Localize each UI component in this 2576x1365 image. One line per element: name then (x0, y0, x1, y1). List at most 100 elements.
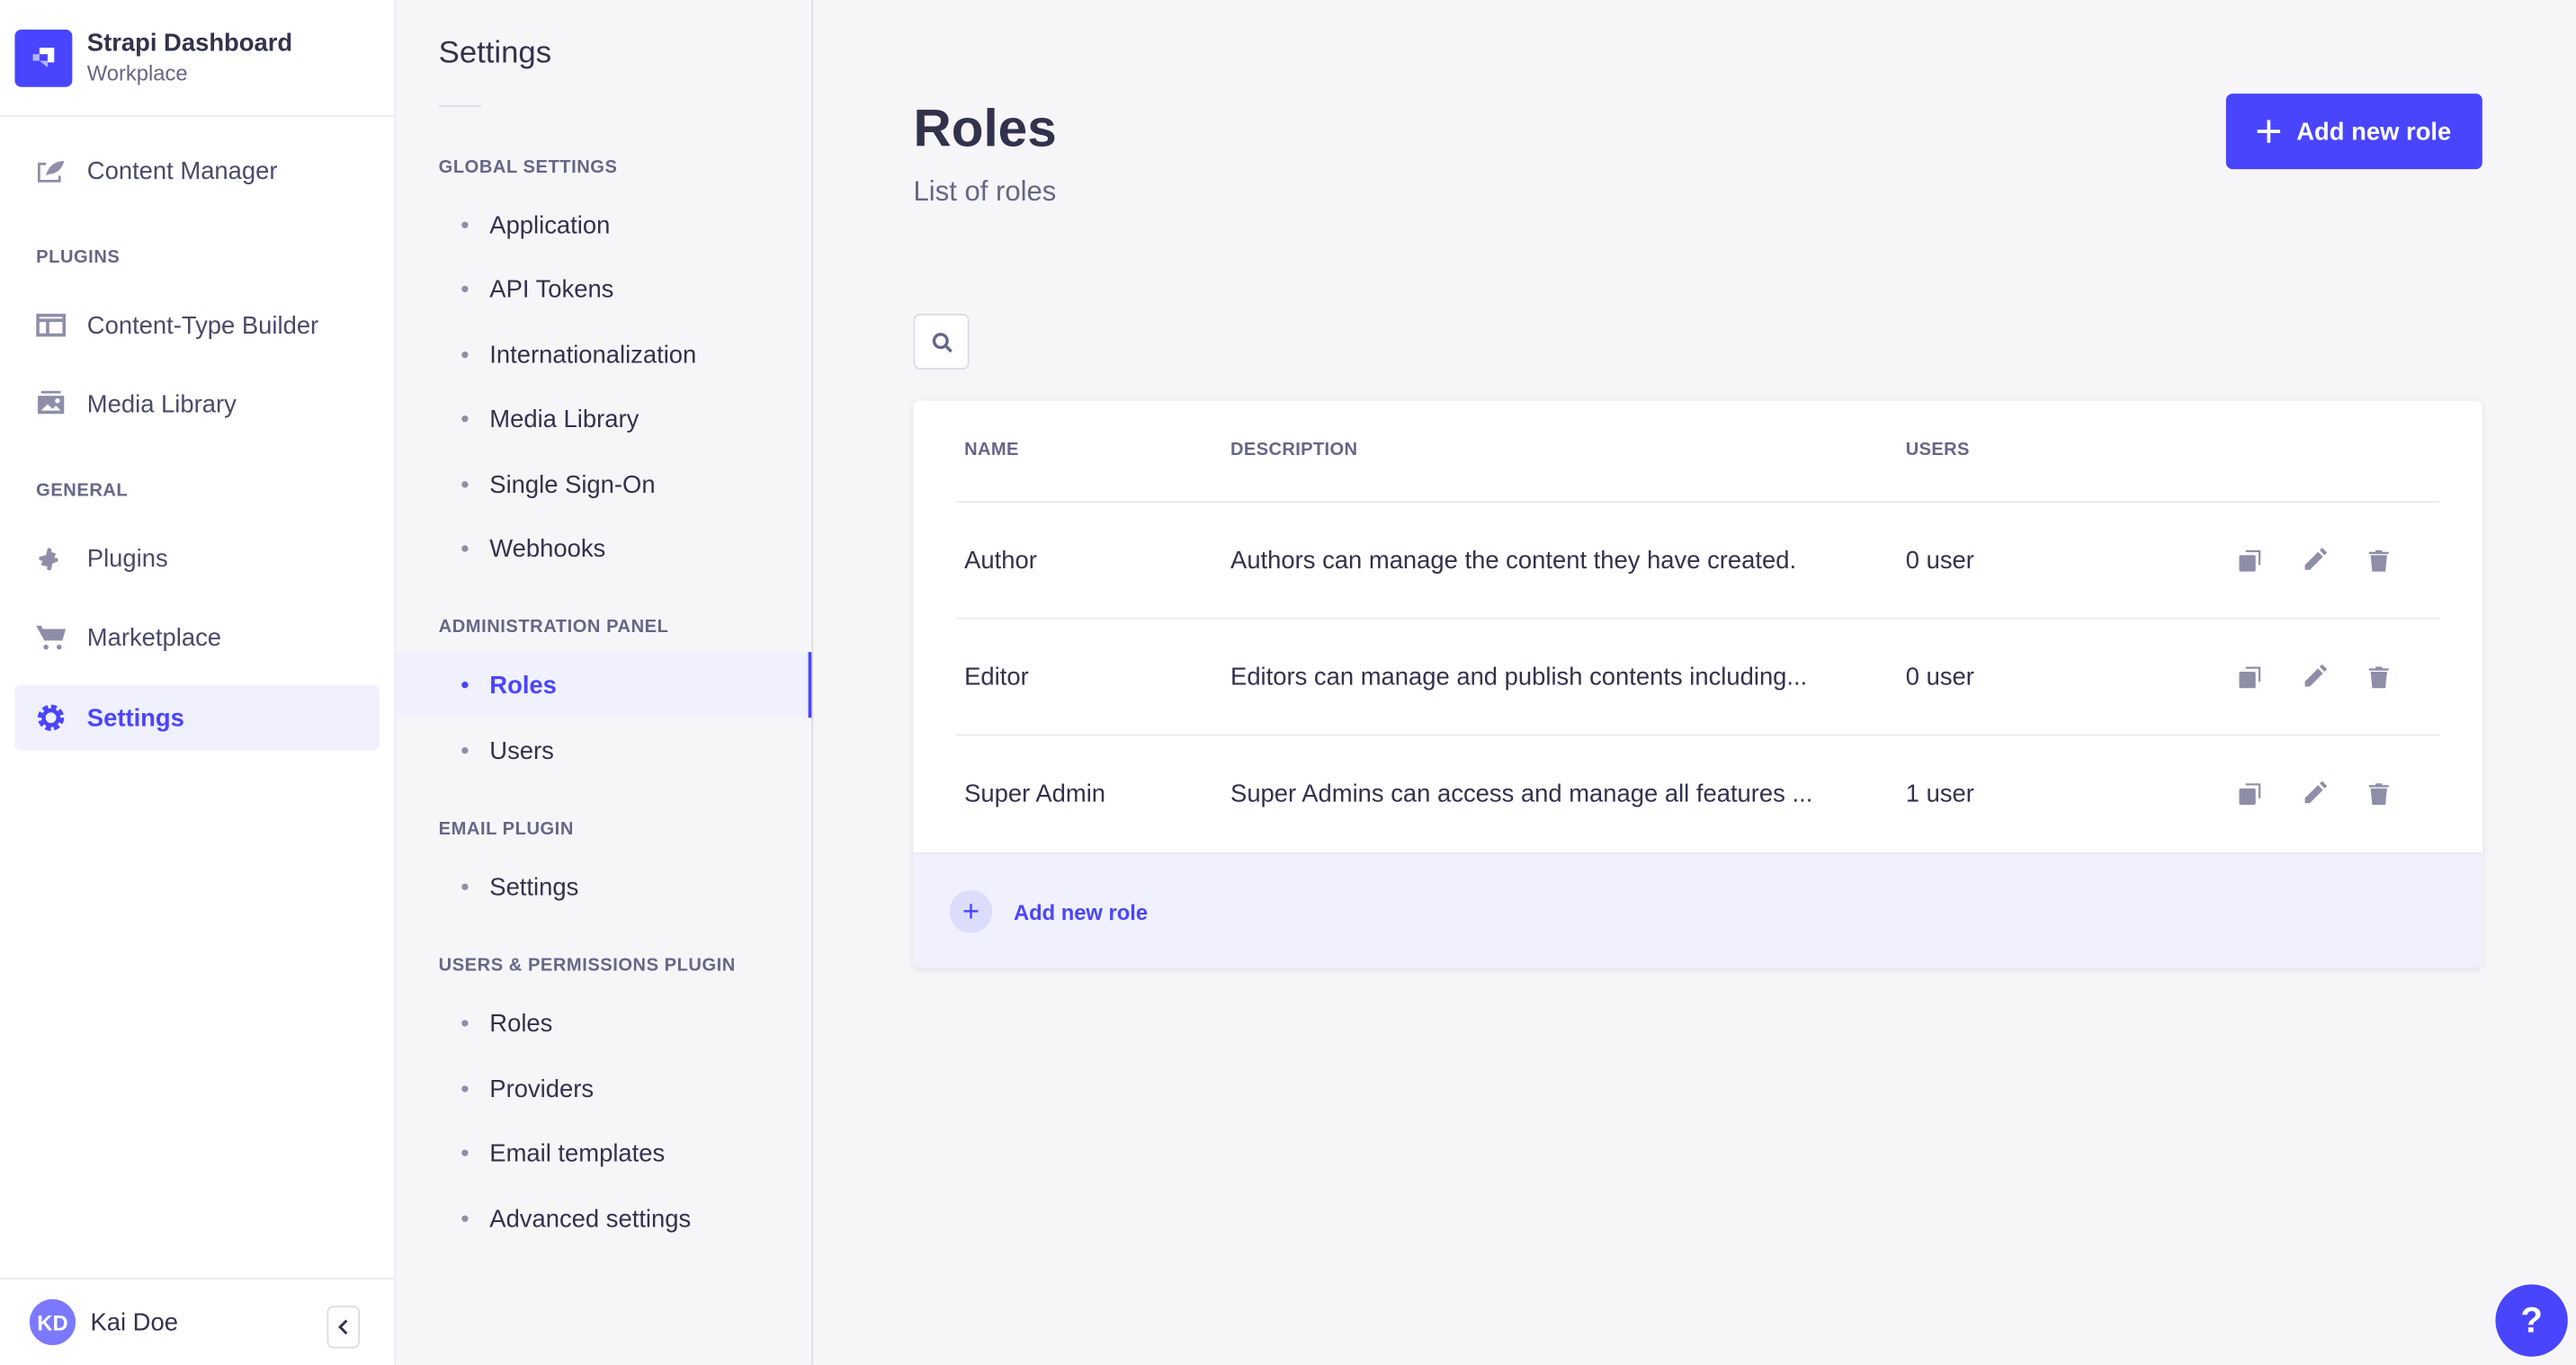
settings-item-users[interactable]: Users (396, 718, 811, 783)
nav-section-general: GENERAL (36, 481, 129, 502)
role-name: Author (964, 547, 1037, 575)
settings-item-email-templates[interactable]: Email templates (396, 1120, 811, 1186)
role-description: Authors can manage the content they have… (1230, 547, 1797, 575)
puzzle-icon (36, 544, 66, 574)
trash-icon[interactable] (2366, 547, 2392, 573)
button-label: Add new role (2296, 117, 2452, 146)
page-subtitle: List of roles (913, 175, 1057, 208)
settings-item-media-library[interactable]: Media Library (396, 386, 811, 451)
collapse-nav-button[interactable] (326, 1306, 361, 1349)
item-label: Users (489, 736, 554, 765)
nav-label: Plugins (86, 544, 168, 573)
settings-section: USERS & PERMISSIONS PLUGIN (438, 956, 736, 976)
help-button[interactable]: ? (2495, 1284, 2568, 1357)
nav-media-library[interactable]: Media Library (14, 371, 379, 437)
avatar: KD (29, 1298, 76, 1345)
item-label: Single Sign-On (489, 470, 656, 499)
feather-icon (36, 156, 66, 186)
add-new-role-row[interactable]: + Add new role (913, 852, 2482, 968)
chevron-left-icon (338, 1319, 348, 1335)
nav-label: Settings (86, 703, 184, 732)
settings-nav: Settings GLOBAL SETTINGS Application API… (396, 0, 814, 1365)
table-row[interactable]: Editor Editors can manage and publish co… (956, 617, 2440, 736)
settings-item-api-tokens[interactable]: API Tokens (396, 256, 811, 322)
settings-item-application[interactable]: Application (396, 192, 811, 258)
item-label: Internationalization (489, 340, 697, 370)
duplicate-icon[interactable] (2238, 781, 2264, 807)
settings-item-webhooks[interactable]: Webhooks (396, 516, 811, 582)
item-label: Media Library (489, 405, 640, 433)
main-nav: Strapi Dashboard Workplace Content Manag… (0, 0, 397, 1365)
add-new-role-link[interactable]: Add new role (1013, 899, 1149, 924)
col-header-description: DESCRIPTION (1230, 440, 1358, 460)
role-users: 0 user (1905, 547, 1974, 575)
role-description: Editors can manage and publish contents … (1230, 663, 1808, 691)
add-new-role-button[interactable]: Add new role (2225, 94, 2482, 170)
brand: Strapi Dashboard Workplace (0, 0, 395, 117)
settings-item-up-roles[interactable]: Roles (396, 990, 811, 1056)
role-description: Super Admins can access and manage all f… (1230, 780, 1813, 808)
col-header-users: USERS (1905, 440, 1970, 460)
item-label: API Tokens (489, 274, 614, 303)
user-profile[interactable]: KD Kai Doe (0, 1278, 395, 1365)
nav-label: Media Library (86, 389, 237, 418)
search-button[interactable] (913, 313, 970, 370)
strapi-logo (14, 28, 73, 86)
nav-marketplace[interactable]: Marketplace (14, 604, 379, 670)
plus-circle-icon: + (949, 889, 993, 933)
item-label: Providers (489, 1075, 595, 1103)
settings-section: ADMINISTRATION PANEL (438, 617, 669, 638)
settings-item-providers[interactable]: Providers (396, 1056, 811, 1121)
edit-icon[interactable] (2302, 664, 2328, 690)
plus-icon (2257, 120, 2281, 143)
nav-label: Marketplace (86, 623, 222, 652)
page-title: Roles (913, 98, 1057, 158)
brand-subtitle: Workplace (86, 60, 188, 85)
role-users: 1 user (1905, 780, 1974, 808)
item-label: Settings (489, 872, 579, 901)
trash-icon[interactable] (2366, 664, 2392, 690)
item-label: Roles (489, 671, 557, 700)
nav-settings[interactable]: Settings (14, 684, 380, 751)
settings-item-sso[interactable]: Single Sign-On (396, 451, 811, 517)
table-row[interactable]: Author Authors can manage the content th… (956, 501, 2440, 620)
item-label: Advanced settings (489, 1204, 692, 1233)
duplicate-icon[interactable] (2238, 547, 2264, 573)
user-name: Kai Doe (90, 1307, 178, 1336)
edit-icon[interactable] (2302, 547, 2328, 573)
settings-item-email-settings[interactable]: Settings (396, 854, 811, 920)
search-icon (931, 332, 952, 352)
role-users: 0 user (1905, 663, 1974, 691)
role-name: Super Admin (964, 780, 1106, 808)
item-label: Roles (489, 1009, 553, 1038)
gear-icon (36, 703, 66, 733)
settings-section: GLOBAL SETTINGS (438, 157, 618, 178)
divider (438, 104, 482, 107)
item-label: Webhooks (489, 534, 606, 563)
role-name: Editor (964, 663, 1029, 691)
settings-item-admin-roles[interactable]: Roles (396, 652, 812, 718)
cart-icon (36, 622, 67, 652)
item-label: Application (489, 210, 611, 239)
col-header-name: NAME (964, 440, 1019, 460)
trash-icon[interactable] (2366, 781, 2392, 807)
edit-icon[interactable] (2302, 781, 2328, 807)
settings-item-advanced-settings[interactable]: Advanced settings (396, 1186, 811, 1252)
nav-plugins[interactable]: Plugins (14, 525, 379, 591)
table-row[interactable]: Super Admin Super Admins can access and … (956, 734, 2440, 852)
layout-icon (36, 310, 67, 340)
settings-item-internationalization[interactable]: Internationalization (396, 322, 811, 388)
nav-label: Content-Type Builder (86, 311, 319, 340)
image-icon (36, 389, 66, 419)
nav-content-manager[interactable]: Content Manager (14, 138, 379, 203)
brand-title: Strapi Dashboard (86, 29, 293, 58)
settings-section: EMAIL PLUGIN (438, 819, 574, 840)
settings-title: Settings (438, 36, 552, 71)
nav-content-type-builder[interactable]: Content-Type Builder (14, 292, 379, 358)
roles-table: NAME DESCRIPTION USERS Author Authors ca… (913, 400, 2482, 968)
item-label: Email templates (489, 1138, 666, 1167)
nav-section-plugins: PLUGINS (36, 247, 121, 268)
main-content: Roles List of roles Add new role NAME DE… (813, 0, 2576, 1365)
duplicate-icon[interactable] (2238, 664, 2264, 690)
nav-label: Content Manager (86, 156, 278, 185)
